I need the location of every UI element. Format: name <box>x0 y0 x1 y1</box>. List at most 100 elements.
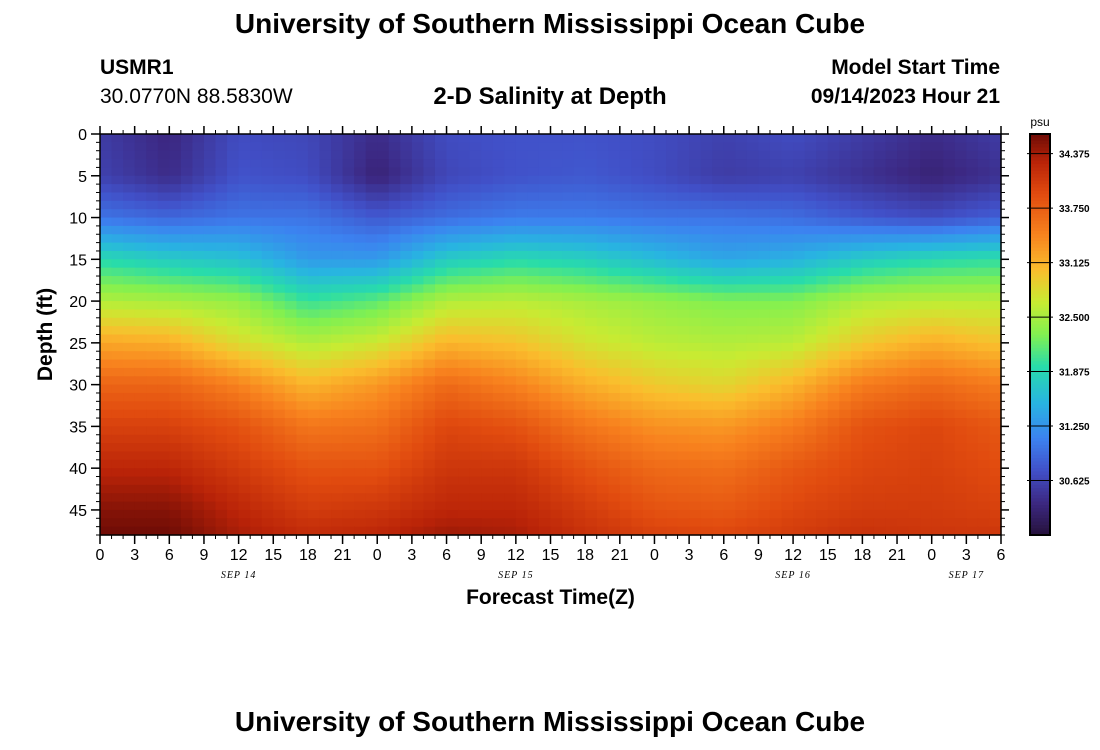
heatmap-cell <box>666 367 679 377</box>
heatmap-cell <box>573 276 586 285</box>
heatmap-cell <box>203 276 217 285</box>
heatmap-cell <box>284 175 297 185</box>
heatmap-cell <box>146 484 159 494</box>
heatmap-cell <box>573 242 586 252</box>
heatmap-cell <box>469 242 482 252</box>
heatmap-cell <box>758 267 771 277</box>
heatmap-cell <box>261 309 274 319</box>
heatmap-cell <box>492 409 505 419</box>
heatmap-cell <box>550 150 563 160</box>
heatmap-cell <box>527 192 540 202</box>
heatmap-cell <box>111 284 124 294</box>
heatmap-cell <box>134 484 147 494</box>
heatmap-cell <box>527 217 540 227</box>
heatmap-cell <box>446 326 459 336</box>
heatmap-cell <box>931 459 944 469</box>
heatmap-cell <box>596 142 609 152</box>
heatmap-cell <box>827 518 840 528</box>
heatmap-cell <box>873 384 887 394</box>
heatmap-cell <box>273 526 286 536</box>
heatmap-cell <box>100 518 113 528</box>
heatmap-cell <box>850 159 863 169</box>
heatmap-cell <box>400 526 413 536</box>
heatmap-cell <box>400 359 413 369</box>
heatmap-cell <box>827 326 840 336</box>
heatmap-cell <box>966 225 979 235</box>
heatmap-cell <box>100 484 113 494</box>
heatmap-cell <box>111 484 124 494</box>
heatmap-cell <box>423 225 436 235</box>
heatmap-cell <box>804 451 817 461</box>
heatmap-cell <box>827 426 840 436</box>
heatmap-cell <box>146 384 159 394</box>
heatmap-cell <box>735 509 748 519</box>
heatmap-cell <box>365 518 378 528</box>
heatmap-cell <box>354 225 367 235</box>
heatmap-cell <box>458 509 471 519</box>
heatmap-cell <box>585 159 598 169</box>
heatmap-cell <box>700 518 713 528</box>
heatmap-cell <box>342 434 355 444</box>
heatmap-cell <box>469 376 482 386</box>
heatmap-cell <box>169 250 182 260</box>
heatmap-cell <box>192 200 205 210</box>
heatmap-cell <box>781 509 794 519</box>
heatmap-cell <box>769 284 783 294</box>
heatmap-cell <box>712 351 725 361</box>
heatmap-cell <box>989 509 1002 519</box>
heatmap-cell <box>377 484 390 494</box>
heatmap-cell <box>261 476 274 486</box>
heatmap-cell <box>804 459 817 469</box>
heatmap-cell <box>562 159 575 169</box>
heatmap-cell <box>769 392 783 402</box>
heatmap-cell <box>966 443 979 453</box>
heatmap-cell <box>538 326 552 336</box>
heatmap-cell <box>134 317 147 327</box>
heatmap-cell <box>423 484 436 494</box>
heatmap-cell <box>746 301 760 311</box>
heatmap-cell <box>319 200 332 210</box>
heatmap-cell <box>677 334 690 344</box>
heatmap-cell <box>642 518 656 528</box>
heatmap-cell <box>631 426 644 436</box>
heatmap-cell <box>550 317 563 327</box>
heatmap-cell <box>180 184 194 194</box>
colorbar-segment <box>1030 167 1050 172</box>
heatmap-cell <box>631 476 644 486</box>
heatmap-cell <box>758 217 771 227</box>
heatmap-cell <box>284 276 297 285</box>
heatmap-cell <box>388 342 401 352</box>
heatmap-cell <box>666 526 679 536</box>
heatmap-cell <box>169 484 182 494</box>
heatmap-cell <box>365 242 378 252</box>
heatmap-cell <box>296 426 309 436</box>
heatmap-cell <box>146 200 159 210</box>
heatmap-cell <box>169 334 182 344</box>
heatmap-cell <box>562 342 575 352</box>
heatmap-cell <box>550 342 563 352</box>
heatmap-cell <box>758 401 771 411</box>
heatmap-cell <box>793 326 806 336</box>
heatmap-cell <box>954 184 967 194</box>
heatmap-cell <box>550 493 563 503</box>
heatmap-cell <box>180 159 194 169</box>
heatmap-cell <box>296 317 309 327</box>
heatmap-cell <box>769 209 783 219</box>
heatmap-cell <box>400 242 413 252</box>
heatmap-cell <box>411 359 425 369</box>
heatmap-cell <box>977 267 991 277</box>
heatmap-cell <box>400 334 413 344</box>
heatmap-cell <box>793 234 806 244</box>
heatmap-cell <box>123 142 136 152</box>
heatmap-cell <box>250 367 263 377</box>
colorbar-segment <box>1030 294 1050 299</box>
heatmap-cell <box>423 359 436 369</box>
heatmap-cell <box>100 401 113 411</box>
heatmap-cell <box>966 142 979 152</box>
heatmap-cell <box>550 468 563 478</box>
heatmap-cell <box>146 209 159 219</box>
heatmap-cell <box>273 351 286 361</box>
heatmap-cell <box>180 426 194 436</box>
heatmap-cell <box>666 167 679 177</box>
heatmap-cell <box>250 351 263 361</box>
